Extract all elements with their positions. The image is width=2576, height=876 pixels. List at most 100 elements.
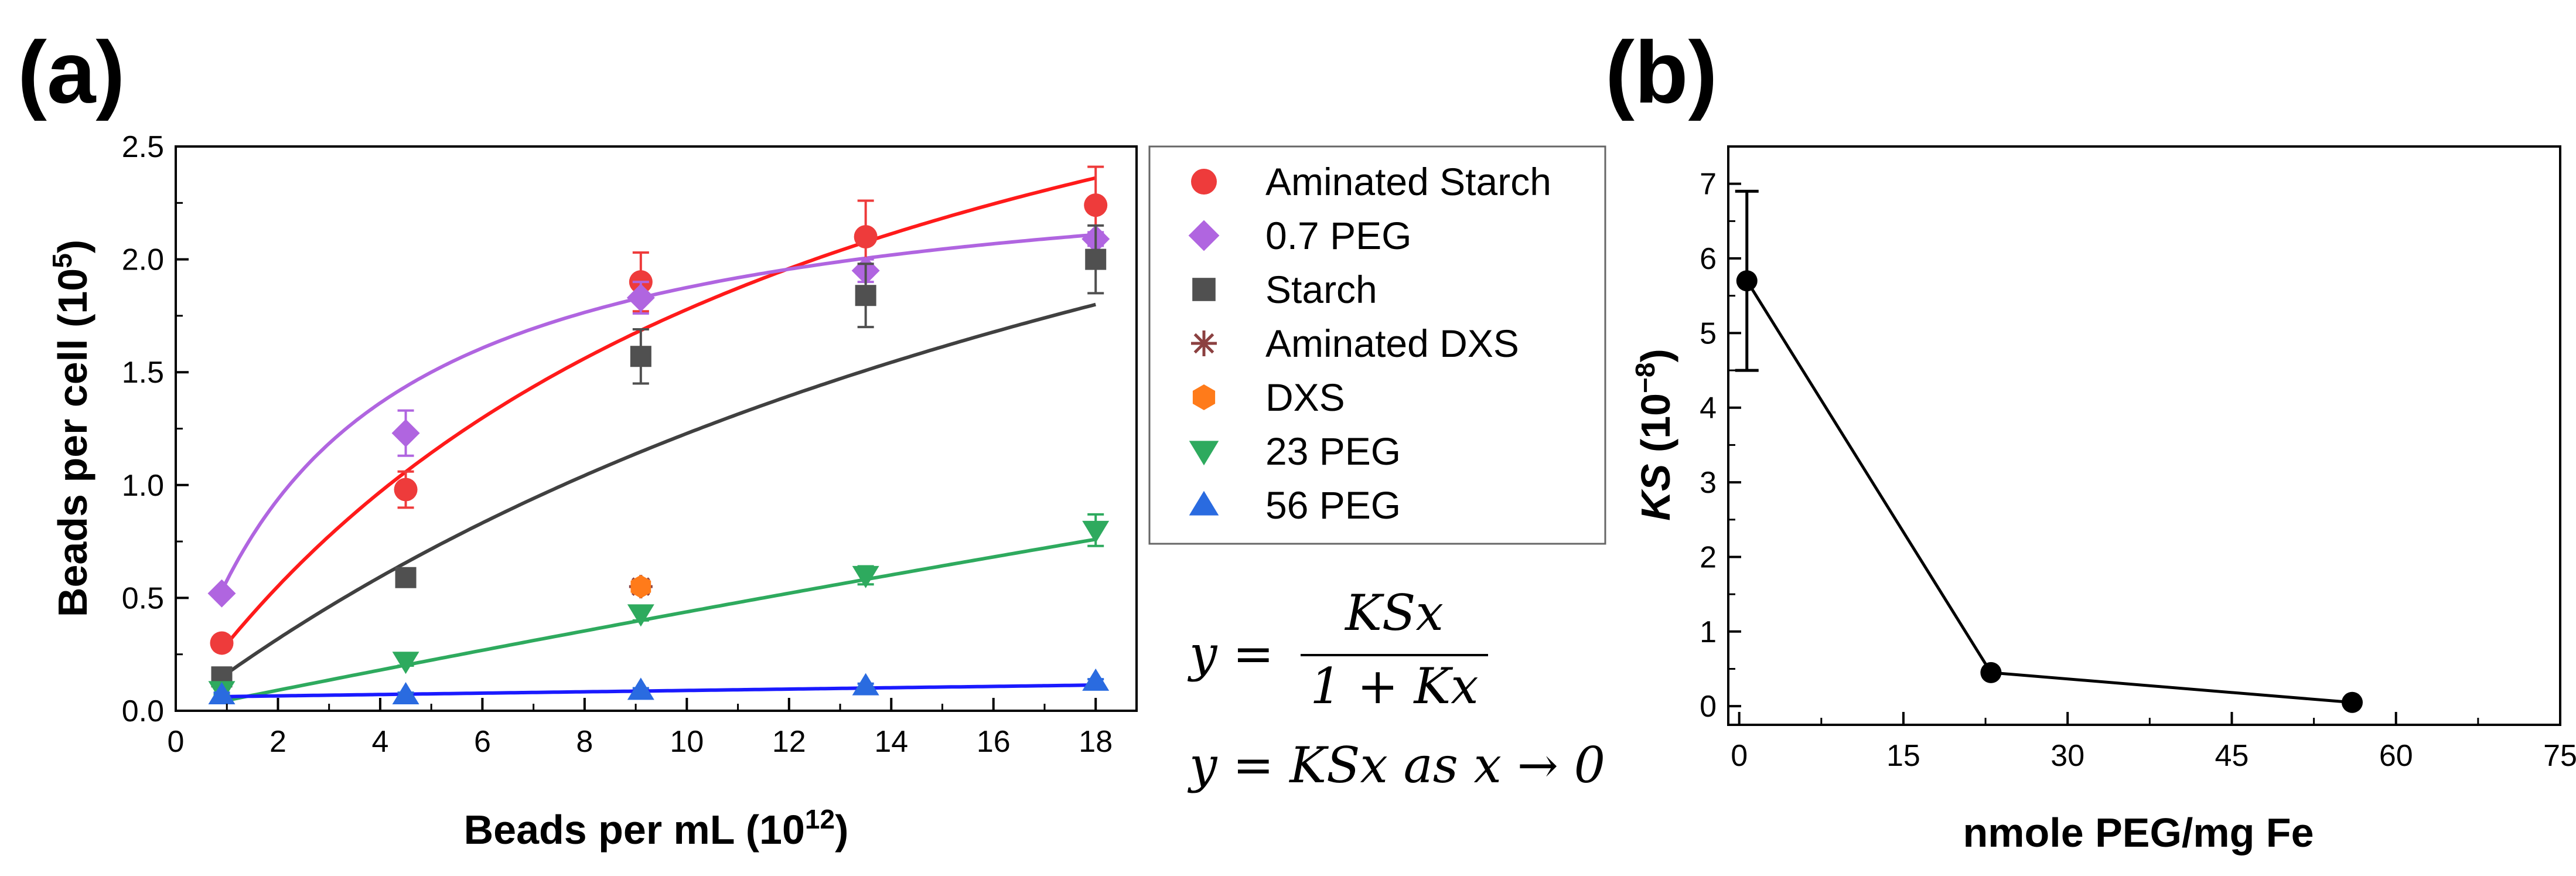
point-56-peg-shape xyxy=(392,682,419,705)
chart-a-x-tick-label: 18 xyxy=(1079,725,1113,759)
chart-b-x-tick-label: 45 xyxy=(2215,739,2249,773)
point-aminated-starch-shape xyxy=(854,225,878,249)
legend-marker-23-peg xyxy=(1189,441,1219,466)
chart-a-x-tick-label: 10 xyxy=(670,725,704,759)
point-aminated-starch-shape xyxy=(394,478,418,502)
chart-a-x-tick-label: 16 xyxy=(977,725,1011,759)
chart-b-y-tick-label: 3 xyxy=(1700,466,1717,500)
legend-label-56-peg: 56 PEG xyxy=(1265,483,1401,527)
chart-a-plot-area xyxy=(175,145,1138,712)
chart-b-x-tick-label: 15 xyxy=(1886,739,1920,773)
fit-curve-0-7-peg xyxy=(220,233,1096,592)
fit-curve-56-peg xyxy=(221,683,1096,698)
point-56-peg xyxy=(392,682,419,705)
point-56-peg-shape xyxy=(852,673,879,696)
legend-marker-56-peg xyxy=(1189,490,1219,516)
fit-curve-starch xyxy=(220,302,1096,679)
point-56-peg xyxy=(852,673,879,696)
point-starch-shape xyxy=(1085,248,1107,270)
point-23-peg-shape xyxy=(627,604,654,627)
legend-label-23-peg: 23 PEG xyxy=(1265,430,1401,473)
legend-label-dxs: DXS xyxy=(1265,376,1345,419)
chart-b-x-tick-label: 0 xyxy=(1731,739,1748,773)
legend-marker-starch xyxy=(1192,278,1216,301)
legend-marker-dxs xyxy=(1192,384,1216,410)
legend-marker-0-7-peg xyxy=(1188,220,1220,251)
chart-b-x-tick-label: 75 xyxy=(2543,739,2576,773)
chart-b-x-tick-label: 30 xyxy=(2050,739,2084,773)
point-starch xyxy=(855,285,876,306)
chart-a-legend: Aminated Starch 0.7 PEG Starch Aminated DXS… xyxy=(1148,145,1606,545)
point-23-peg xyxy=(627,604,654,627)
point-starch-shape xyxy=(395,567,417,588)
chart-a-y-tick-label: 1.5 xyxy=(122,356,164,390)
chart-a-y-tick-label: 0.5 xyxy=(122,581,164,615)
point-56-peg xyxy=(208,682,236,705)
chart-a-x-tick-label: 8 xyxy=(576,725,593,759)
chart-b-series-line xyxy=(1745,279,2353,704)
chart-b-x-axis-title: nmole PEG/mg Fe xyxy=(1963,810,2314,855)
chart-b-y-tick-label: 2 xyxy=(1700,540,1717,574)
point-starch xyxy=(1085,248,1107,270)
point-0-7-peg-shape xyxy=(391,419,420,448)
point-56-peg-shape xyxy=(627,677,654,700)
chart-b-point xyxy=(2342,691,2363,713)
chart-a-y-axis-title: Beads per cell (105) xyxy=(47,240,95,617)
legend-marker-aminated-dxs xyxy=(1191,330,1217,356)
chart-b-y-tick-label: 1 xyxy=(1700,615,1717,649)
point-starch-shape xyxy=(630,346,651,367)
chart-a-x-tick-label: 0 xyxy=(168,725,185,759)
point-56-peg-shape xyxy=(1082,668,1110,691)
point-56-peg xyxy=(1082,668,1110,691)
chart-a-y-tick-label: 2.5 xyxy=(122,130,164,164)
point-aminated-starch-shape xyxy=(1084,193,1108,217)
chart-a-x-axis-title: Beads per mL (1012) xyxy=(464,804,849,853)
legend-marker-aminated-starch xyxy=(1191,169,1217,195)
point-23-peg xyxy=(852,565,879,588)
legend-marker-23-peg-shape xyxy=(1189,441,1219,466)
point-23-peg-shape xyxy=(392,652,419,674)
point-aminated-starch xyxy=(1084,193,1108,217)
chart-b-point xyxy=(1980,662,2002,683)
chart-b-y-tick-label: 6 xyxy=(1700,242,1717,276)
point-aminated-starch xyxy=(394,478,418,502)
chart-b-y-tick-label: 7 xyxy=(1700,168,1717,202)
point-starch-shape xyxy=(855,285,876,306)
panel-label-a: (a) xyxy=(18,23,125,121)
eq-denominator: 1 + Kx xyxy=(1310,657,1478,715)
chart-b-point xyxy=(1736,270,1758,292)
point-0-7-peg xyxy=(207,579,236,608)
legend-label-aminated-dxs: Aminated DXS xyxy=(1265,322,1519,365)
point-dxs xyxy=(630,575,651,599)
point-aminated-starch xyxy=(854,225,878,249)
point-0-7-peg xyxy=(626,284,655,312)
point-aminated-starch-shape xyxy=(210,631,234,655)
point-23-peg-shape xyxy=(852,565,879,588)
panel-label-b: (b) xyxy=(1605,23,1718,121)
point-dxs-shape xyxy=(630,575,651,599)
legend-marker-aminated-dxs-stroke xyxy=(1193,333,1214,354)
legend-marker-0-7-peg-shape xyxy=(1188,220,1220,251)
eq-lhs: y = xyxy=(1187,625,1274,683)
point-23-peg-shape xyxy=(1082,520,1110,543)
equations: y = KSx 1 + Kx y = KSx as x → 0 xyxy=(1187,584,1605,794)
legend-marker-dxs-shape xyxy=(1192,384,1216,410)
legend-box xyxy=(1148,145,1606,545)
point-0-7-peg-shape xyxy=(207,579,236,608)
point-56-peg-shape xyxy=(208,682,236,705)
legend-label-0-7-peg: 0.7 PEG xyxy=(1265,214,1411,257)
legend-label-aminated-starch: Aminated Starch xyxy=(1265,160,1551,203)
chart-a-y-tick-label: 1.0 xyxy=(122,469,164,503)
point-starch xyxy=(630,346,651,367)
chart-a-x-tick-label: 4 xyxy=(371,725,388,759)
fit-curve-23-peg xyxy=(221,537,1096,704)
chart-a-x-tick-label: 12 xyxy=(772,725,806,759)
chart-b-y-axis-title: KS (10−8) xyxy=(1630,349,1678,521)
point-0-7-peg-shape xyxy=(626,284,655,312)
chart-a-x-tick-label: 6 xyxy=(474,725,491,759)
point-starch xyxy=(395,567,417,588)
point-56-peg xyxy=(627,677,654,700)
chart-a-y-tick-label: 0.0 xyxy=(122,694,164,728)
